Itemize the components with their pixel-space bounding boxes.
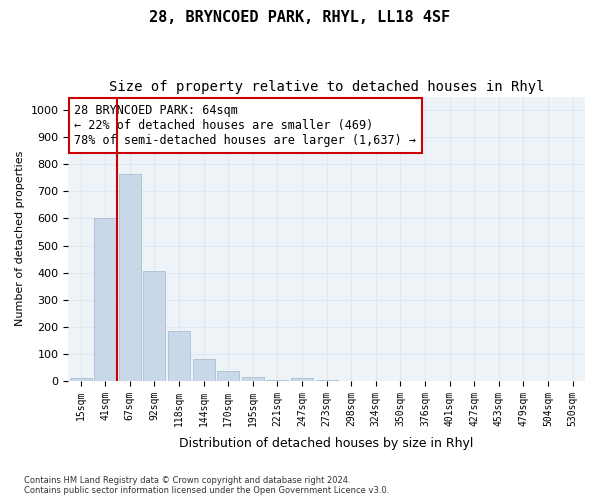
Bar [70, 378, 92, 381]
Text: 28 BRYNCOED PARK: 64sqm
← 22% of detached houses are smaller (469)
78% of semi-d: 28 BRYNCOED PARK: 64sqm ← 22% of detache… [74, 104, 416, 146]
Bar [217, 372, 239, 381]
Text: 28, BRYNCOED PARK, RHYL, LL18 4SF: 28, BRYNCOED PARK, RHYL, LL18 4SF [149, 10, 451, 25]
Bar [193, 360, 215, 381]
Bar [168, 331, 190, 381]
Y-axis label: Number of detached properties: Number of detached properties [15, 151, 25, 326]
Text: Contains HM Land Registry data © Crown copyright and database right 2024.
Contai: Contains HM Land Registry data © Crown c… [24, 476, 389, 495]
Bar [119, 174, 141, 381]
X-axis label: Distribution of detached houses by size in Rhyl: Distribution of detached houses by size … [179, 437, 474, 450]
Bar [143, 271, 166, 381]
Bar [316, 380, 338, 381]
Title: Size of property relative to detached houses in Rhyl: Size of property relative to detached ho… [109, 80, 544, 94]
Bar [266, 380, 289, 381]
Bar [291, 378, 313, 381]
Bar [242, 377, 264, 381]
Bar [94, 218, 116, 381]
